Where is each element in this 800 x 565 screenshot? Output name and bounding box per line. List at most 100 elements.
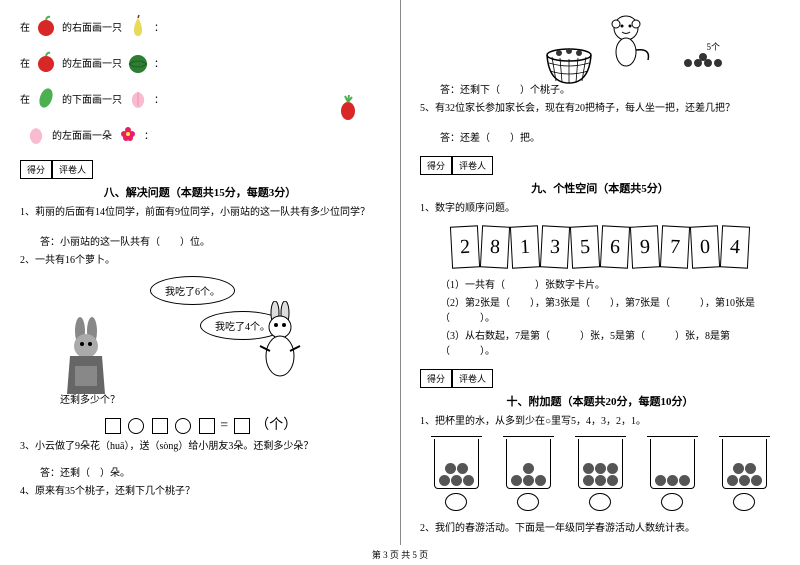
peach-icon: [24, 122, 48, 146]
radish-icon: [335, 95, 361, 121]
beaker-icon: [650, 439, 695, 489]
beaker-icon: [722, 439, 767, 489]
text-punct: ：: [154, 19, 164, 34]
square-box: [234, 418, 250, 434]
s10-q2: 2、我们的春游活动。下面是一年级同学春游活动人数统计表。: [420, 521, 780, 536]
leaf-icon: [34, 86, 58, 110]
answer-circle: [661, 493, 683, 511]
fruit-row: 在 的右面画一只 ：: [20, 10, 380, 42]
answer-circle: [445, 493, 467, 511]
equals: =: [220, 418, 228, 433]
apple-icon: [34, 50, 58, 74]
beaker-unit: [506, 439, 551, 511]
score-label: 得分: [420, 369, 452, 388]
score-label: 得分: [420, 156, 452, 175]
text-punct: ：: [154, 91, 164, 106]
unit-text: （个）: [255, 418, 297, 433]
text-punct: ：: [154, 55, 164, 70]
number-cards: 2 8 1 3 5 6 9 7 0 4: [420, 226, 780, 268]
text-suffix: 的左面画一朵: [52, 127, 112, 142]
remain-text: 还剩多少个？: [60, 391, 120, 406]
q5-answer: 答：还差（ ）把。: [440, 131, 780, 146]
score-box: 得分 评卷人: [20, 160, 380, 179]
section-8-title: 八、解决问题（本题共15分，每题3分）: [20, 184, 380, 200]
fruit-row: 在 的左面画一只 ：: [20, 46, 380, 78]
monkey-scene: 5个: [420, 10, 780, 80]
number-card: 5: [570, 225, 600, 268]
circle-box: [128, 418, 144, 434]
page-container: 在 的右面画一只 ： 在 的左面画一只 ： 在 的下面画一只 ： 的左面画一朵 …: [0, 0, 800, 545]
number-card: 1: [510, 225, 540, 268]
number-card: 8: [480, 225, 510, 268]
number-card: 9: [630, 225, 660, 268]
grader-label: 评卷人: [452, 156, 493, 175]
beaker-icon: [578, 439, 623, 489]
number-card: 3: [540, 225, 570, 268]
beaker-icon: [506, 439, 551, 489]
answer-circle: [589, 493, 611, 511]
left-column: 在 的右面画一只 ： 在 的左面画一只 ： 在 的下面画一只 ： 的左面画一朵 …: [0, 0, 400, 545]
s9-sub2: （2）第2张是（ ），第3张是（ ），第7张是（ ），第10张是（ ）。: [440, 296, 780, 326]
peach-icon: [126, 86, 150, 110]
flower-icon: [116, 122, 140, 146]
rabbit-left-icon: [60, 316, 120, 396]
right-column: 5个 答：还剩下（ ）个桃子。 5、有32位家长参加家长会，现在有20把椅子，每…: [400, 0, 800, 545]
beaker-unit: [722, 439, 767, 511]
watermelon-icon: [126, 50, 150, 74]
monkey-icon: [596, 10, 656, 70]
s10-q1: 1、把杯里的水，从多到少在○里写5，4，3，2，1。: [420, 414, 780, 429]
number-card: 4: [720, 225, 750, 268]
page-footer: 第 3 页 共 5 页: [0, 548, 800, 561]
grader-label: 评卷人: [452, 369, 493, 388]
apple-icon: [34, 14, 58, 38]
beaker-unit: [578, 439, 623, 511]
number-card: 0: [690, 225, 720, 268]
circle-box: [175, 418, 191, 434]
s9-sub3: （3）从右数起，7是第（ ）张，5是第（ ）张，8是第（ ）。: [440, 329, 780, 359]
grader-label: 评卷人: [52, 160, 93, 179]
number-card: 7: [660, 225, 690, 268]
q1-answer: 答：小丽站的这一队共有（ ）位。: [40, 235, 380, 250]
q4-answer: 答：还剩下（ ）个桃子。: [440, 83, 780, 98]
peach-pile: [680, 49, 730, 72]
q4-text: 4、原来有35个桃子，还剩下几个桃子？: [20, 484, 380, 499]
text-punct: ：: [144, 127, 154, 142]
s9-q1: 1、数字的顺序问题。: [420, 201, 780, 216]
answer-circle: [517, 493, 539, 511]
score-box: 得分 评卷人: [420, 369, 780, 388]
text-prefix: 在: [20, 91, 30, 106]
q2-text: 2、一共有16个萝卜。: [20, 253, 380, 268]
square-box: [199, 418, 215, 434]
score-box: 得分 评卷人: [420, 156, 780, 175]
q1-text: 1、莉丽的后面有14位同学，前面有9位同学，小丽站的这一队共有多少位同学？: [20, 205, 380, 220]
text-suffix: 的下面画一只: [62, 91, 122, 106]
beakers-row: [420, 439, 780, 511]
text-prefix: 在: [20, 55, 30, 70]
number-card: 2: [450, 225, 480, 268]
text-suffix: 的左面画一只: [62, 55, 122, 70]
q3-text: 3、小云做了9朵花（huā），送（sòng）给小朋友3朵。还剩多少朵？: [20, 439, 380, 454]
section-9-title: 九、个性空间（本题共5分）: [420, 180, 780, 196]
pear-icon: [126, 14, 150, 38]
answer-circle: [733, 493, 755, 511]
number-card: 6: [600, 225, 630, 268]
fruit-row: 在 的下面画一只 ：: [20, 82, 380, 114]
beaker-icon: [434, 439, 479, 489]
rabbit-right-icon: [255, 301, 310, 381]
beaker-unit: [434, 439, 479, 511]
score-label: 得分: [20, 160, 52, 179]
q3-answer: 答：还剩（ ）朵。: [40, 466, 380, 481]
rabbit-scene: 我吃了6个。 我吃了4个。 还剩多少个？: [20, 276, 380, 406]
square-box: [152, 418, 168, 434]
text-suffix: 的右面画一只: [62, 19, 122, 34]
speech-bubble-1: 我吃了6个。: [150, 276, 235, 305]
q5-text: 5、有32位家长参加家长会，现在有20把椅子，每人坐一把，还差几把？: [420, 101, 780, 116]
square-box: [105, 418, 121, 434]
section-10-title: 十、附加题（本题共20分，每题10分）: [420, 393, 780, 409]
text-prefix: 在: [20, 19, 30, 34]
equation: = （个）: [20, 414, 380, 434]
fruit-row: 的左面画一朵 ：: [20, 118, 380, 150]
s9-sub1: （1）一共有（ ）张数字卡片。: [440, 278, 780, 293]
beaker-unit: [650, 439, 695, 511]
basket-icon: [544, 45, 594, 85]
